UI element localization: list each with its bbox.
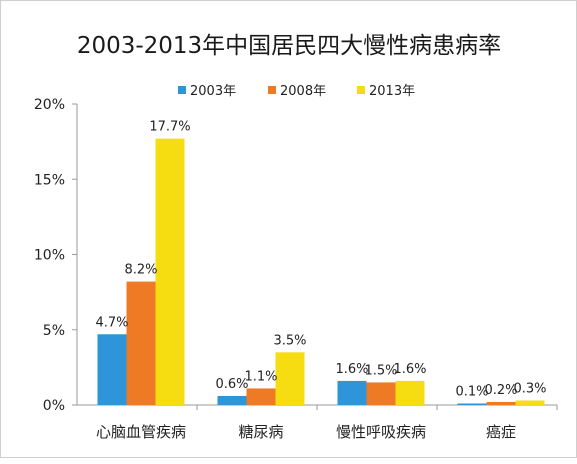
bar-value-label: 0.1% <box>455 384 488 399</box>
bar <box>155 138 185 406</box>
bar-value-label: 1.1% <box>244 369 277 384</box>
bar-value-label: 3.5% <box>273 333 306 348</box>
bar <box>275 352 305 405</box>
bar <box>217 395 247 405</box>
y-tick-label: 10% <box>34 248 65 264</box>
legend-swatch <box>357 86 365 94</box>
bars <box>97 138 545 406</box>
legend: 2003年 2008年 2013年 <box>178 84 415 99</box>
legend-label: 2008年 <box>280 84 326 99</box>
bar-value-label: 0.3% <box>513 381 546 396</box>
bar <box>246 388 276 405</box>
bar <box>457 403 487 405</box>
y-tick-label: 20% <box>34 97 65 113</box>
bar <box>395 380 425 405</box>
legend-label: 2013年 <box>369 84 415 99</box>
bar-value-label: 8.2% <box>124 263 157 278</box>
bar-value-label: 0.2% <box>484 383 517 398</box>
chart-title: 2003-2013年中国居民四大慢性病患病率 <box>77 33 501 59</box>
bar-value-label: 17.7% <box>149 120 190 135</box>
bar-value-label: 4.7% <box>95 315 128 330</box>
bar <box>515 400 545 405</box>
bar-value-label: 1.6% <box>335 362 368 377</box>
bar-value-label: 1.6% <box>393 362 426 377</box>
bar-value-label: 1.5% <box>364 363 397 378</box>
bar <box>126 281 156 405</box>
bar <box>337 380 367 405</box>
x-tick-label: 糖尿病 <box>238 423 283 441</box>
x-tick-label: 慢性呼吸疾病 <box>336 423 426 441</box>
bar <box>486 401 516 405</box>
y-tick-label: 0% <box>43 398 65 414</box>
bar <box>366 382 396 405</box>
y-tick-label: 15% <box>34 172 65 188</box>
x-tick-label: 癌症 <box>486 423 516 441</box>
y-ticks: 0% 5% 10% 15% 20% <box>34 97 77 414</box>
legend-swatch <box>178 86 186 94</box>
legend-label: 2003年 <box>190 84 236 99</box>
bar <box>97 334 127 405</box>
bar-labels: 4.7% 8.2% 17.7% 0.6%1.1% 3.5% 1.6%1.5%1.6% 0.1… <box>95 120 546 400</box>
y-tick-label: 5% <box>43 323 65 339</box>
x-tick-label: 心脑血管疾病 <box>96 423 186 441</box>
legend-swatch <box>268 86 276 94</box>
x-labels: 心脑血管疾病 糖尿病 慢性呼吸疾病 癌症 <box>96 405 558 441</box>
bar-value-label: 0.6% <box>215 377 248 392</box>
